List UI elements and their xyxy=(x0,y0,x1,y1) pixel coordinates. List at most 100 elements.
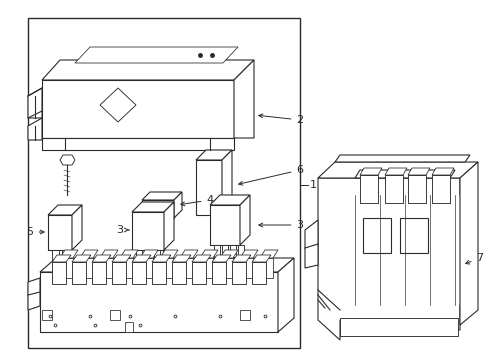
Polygon shape xyxy=(52,255,71,262)
Polygon shape xyxy=(132,255,151,262)
Polygon shape xyxy=(28,118,42,140)
Bar xyxy=(231,262,245,284)
Polygon shape xyxy=(92,255,111,262)
Bar xyxy=(359,175,377,203)
Text: 7: 7 xyxy=(465,253,483,264)
Bar xyxy=(339,318,457,336)
Bar xyxy=(209,205,240,245)
Bar xyxy=(48,215,72,250)
Bar xyxy=(431,175,449,203)
Bar xyxy=(362,218,390,253)
Bar xyxy=(160,217,168,233)
Polygon shape xyxy=(251,255,270,262)
Polygon shape xyxy=(174,192,182,218)
Polygon shape xyxy=(431,168,453,175)
Bar xyxy=(60,258,73,278)
Polygon shape xyxy=(359,168,381,175)
Bar xyxy=(152,262,165,284)
Bar xyxy=(200,258,213,278)
Polygon shape xyxy=(305,220,317,268)
Bar xyxy=(154,250,160,262)
Bar xyxy=(192,262,205,284)
Bar xyxy=(40,272,278,332)
Bar xyxy=(229,245,236,257)
Polygon shape xyxy=(317,178,469,340)
Polygon shape xyxy=(278,258,293,332)
Bar xyxy=(172,262,185,284)
Polygon shape xyxy=(72,255,91,262)
Polygon shape xyxy=(163,202,174,250)
Polygon shape xyxy=(192,255,210,262)
Polygon shape xyxy=(100,88,136,122)
Text: 6: 6 xyxy=(238,165,303,185)
Polygon shape xyxy=(459,162,477,325)
Bar xyxy=(214,245,220,257)
Polygon shape xyxy=(80,250,98,258)
Polygon shape xyxy=(240,250,258,258)
Bar xyxy=(62,250,69,262)
Bar xyxy=(110,310,120,320)
Bar xyxy=(132,262,146,284)
Bar xyxy=(196,160,222,215)
Bar xyxy=(132,212,163,250)
Bar xyxy=(251,262,265,284)
Polygon shape xyxy=(222,150,231,215)
Polygon shape xyxy=(112,255,131,262)
Bar xyxy=(142,200,174,218)
Bar xyxy=(120,258,133,278)
Bar xyxy=(407,175,425,203)
Polygon shape xyxy=(48,205,82,215)
Polygon shape xyxy=(317,162,477,178)
Bar xyxy=(163,250,169,262)
Polygon shape xyxy=(260,250,278,258)
Polygon shape xyxy=(200,250,218,258)
Bar xyxy=(80,258,93,278)
Polygon shape xyxy=(28,88,42,118)
Polygon shape xyxy=(384,168,406,175)
Bar xyxy=(222,245,227,257)
Polygon shape xyxy=(212,255,230,262)
Bar xyxy=(42,310,52,320)
Polygon shape xyxy=(60,155,75,165)
Polygon shape xyxy=(75,47,238,63)
Bar xyxy=(112,262,126,284)
Polygon shape xyxy=(240,195,249,245)
Bar xyxy=(136,250,142,262)
Polygon shape xyxy=(152,255,171,262)
Polygon shape xyxy=(28,278,40,310)
Bar xyxy=(125,322,133,332)
Polygon shape xyxy=(234,60,253,138)
Bar xyxy=(100,258,113,278)
Bar xyxy=(148,217,156,233)
Polygon shape xyxy=(120,250,138,258)
Bar xyxy=(240,310,249,320)
Polygon shape xyxy=(231,255,250,262)
Polygon shape xyxy=(172,255,191,262)
Bar xyxy=(52,250,59,262)
Bar xyxy=(92,262,106,284)
Bar xyxy=(240,258,252,278)
Polygon shape xyxy=(60,250,78,258)
Bar xyxy=(212,262,225,284)
Polygon shape xyxy=(407,168,429,175)
Polygon shape xyxy=(334,155,469,162)
Text: 3: 3 xyxy=(116,225,129,235)
Polygon shape xyxy=(209,195,249,205)
Bar xyxy=(220,258,232,278)
Text: 3: 3 xyxy=(258,220,303,230)
Bar xyxy=(148,203,165,215)
Polygon shape xyxy=(196,150,231,160)
Text: 2: 2 xyxy=(258,114,303,125)
Polygon shape xyxy=(100,250,118,258)
Bar xyxy=(160,258,173,278)
Bar xyxy=(140,258,153,278)
Bar xyxy=(72,262,86,284)
Polygon shape xyxy=(140,250,158,258)
Polygon shape xyxy=(72,205,82,250)
Bar xyxy=(42,138,234,150)
Bar xyxy=(180,258,193,278)
Bar xyxy=(145,250,151,262)
Bar xyxy=(52,262,66,284)
Polygon shape xyxy=(354,170,454,178)
Polygon shape xyxy=(142,192,182,200)
